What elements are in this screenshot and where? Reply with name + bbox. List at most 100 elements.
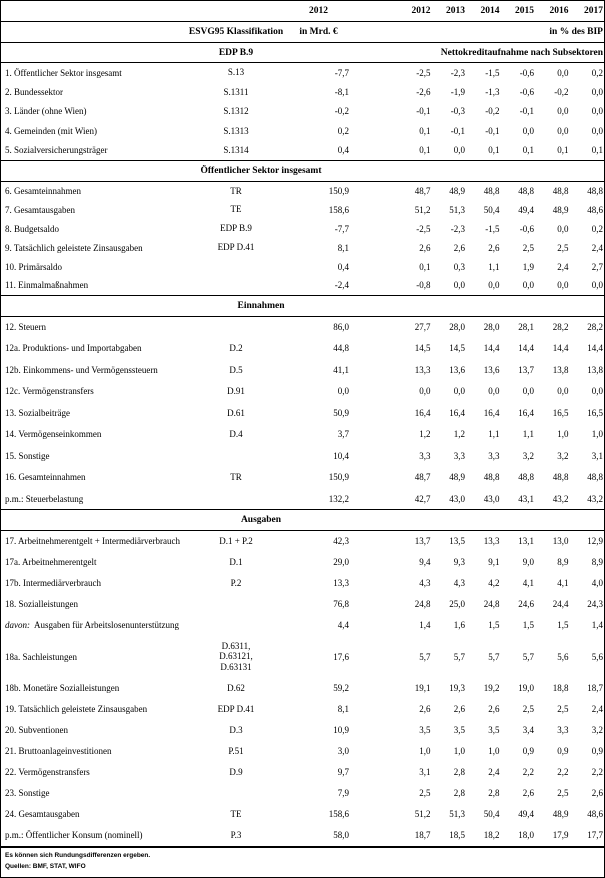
row-spacer xyxy=(351,678,399,699)
row-classification: D.62 xyxy=(227,682,245,693)
table-row: 18b. Monetäre Sozialleistungen D.62 59,2 19… xyxy=(1,678,605,699)
row-value-pct: 13,7 xyxy=(518,364,534,375)
row-value-pct: 18,7 xyxy=(587,683,603,693)
row-value-pct: 2,5 xyxy=(557,704,569,714)
row-value-pct: 24,6 xyxy=(518,599,534,609)
row-value-pct: 19,2 xyxy=(483,683,500,693)
row-value-pct: 2,5 xyxy=(522,704,534,714)
row-label: 14. Vermögenseinkommen xyxy=(5,429,102,440)
row-value-mrd: 4,4 xyxy=(337,620,349,630)
row-value-pct: 4,2 xyxy=(488,578,500,588)
row-value-pct: 18,8 xyxy=(552,683,569,693)
row-value-pct: 24,8 xyxy=(483,599,500,609)
row-value-pct: 2,5 xyxy=(522,242,534,253)
row-value-pct: -0,2 xyxy=(554,86,569,97)
row-value-mrd: 3,7 xyxy=(337,429,349,440)
row-value-pct: 0,1 xyxy=(591,145,603,155)
table-row: 3. Länder (ohne Wien) S.1312 -0,2 -0,1 -0,3 -… xyxy=(1,102,605,122)
row-value-pct: 48,8 xyxy=(518,472,534,483)
row-label: 12a. Produktions- und Importabgaben xyxy=(5,343,142,354)
row-value-pct: 4,3 xyxy=(453,578,465,588)
year-header: 2012 xyxy=(399,1,434,22)
row-value-pct: 19,3 xyxy=(449,683,465,693)
row-value-pct: 2,6 xyxy=(419,704,431,714)
row-value-pct: 48,6 xyxy=(587,809,603,819)
row-spacer xyxy=(351,338,399,360)
row-label: 15. Sonstige xyxy=(5,450,50,461)
row-value-pct: 1,1 xyxy=(488,261,500,272)
row-value-pct: 3,4 xyxy=(522,725,534,735)
row-value-pct: -0,6 xyxy=(519,67,534,78)
row-value-pct: 14,5 xyxy=(449,343,465,354)
row-label: p.m.: Öffentlicher Konsum (nominell) xyxy=(5,830,143,840)
row-value-pct: 9,0 xyxy=(522,557,534,567)
row-value-pct: 0,0 xyxy=(522,280,534,291)
row-value-pct: -0,1 xyxy=(416,106,431,117)
row-classification: S.1314 xyxy=(223,144,249,155)
row-classification: S.13 xyxy=(227,67,245,78)
row-value-pct: 0,3 xyxy=(453,261,465,272)
row-value-pct: 0,1 xyxy=(419,145,431,155)
row-value-pct: 48,9 xyxy=(552,204,569,215)
row-label: 12c. Vermögenstransfers xyxy=(5,386,94,397)
row-value-pct: 14,4 xyxy=(483,343,500,354)
row-value-pct: 1,2 xyxy=(419,429,431,440)
row-value-pct: 13,3 xyxy=(483,536,500,547)
row-classification: S.1311 xyxy=(223,86,249,97)
row-value-pct: 16,5 xyxy=(587,407,603,418)
row-value-pct: 3,5 xyxy=(453,725,465,735)
table-row: 21. Bruttoanlageinvestitionen P.51 3,0 1,0 1… xyxy=(1,741,605,762)
row-value-pct: 2,4 xyxy=(591,242,603,253)
row-value-pct: 42,7 xyxy=(414,493,431,504)
row-value-pct: 48,7 xyxy=(414,185,431,196)
row-value-pct: 14,5 xyxy=(414,343,431,354)
row-label: 13. Sozialbeiträge xyxy=(5,407,70,418)
row-value-mrd: 58,0 xyxy=(333,830,349,840)
row-spacer xyxy=(351,402,399,424)
row-label: 3. Länder (ohne Wien) xyxy=(5,106,87,117)
row-value-pct: 27,7 xyxy=(414,322,431,332)
row-value-pct: 4,3 xyxy=(419,578,431,588)
row-value-pct: 13,8 xyxy=(587,364,603,375)
table-row: 12c. Vermögenstransfers D.91 0,0 0,0 0,0 0,0 0… xyxy=(1,381,605,403)
row-value-pct: 2,5 xyxy=(419,788,431,798)
row-classification: EDP B.9 xyxy=(220,223,252,234)
row-value-pct: 48,6 xyxy=(587,204,603,215)
row-value-pct: 1,1 xyxy=(488,429,500,440)
row-value-pct: 1,0 xyxy=(557,429,569,440)
table-row: 20. Subventionen D.3 10,9 3,5 3,5 3,5 3,4 3,3 3,… xyxy=(1,720,605,741)
row-classification: EDP D.41 xyxy=(217,703,255,714)
row-classification: P.51 xyxy=(228,745,244,756)
row-label: 7. Gesamtausgaben xyxy=(5,204,75,215)
row-spacer xyxy=(351,720,399,741)
row-value-mrd: 10,4 xyxy=(333,450,349,461)
row-value-pct: 5,7 xyxy=(488,651,500,662)
row-value-mrd: 76,8 xyxy=(333,599,349,609)
row-classification: D.61 xyxy=(227,407,245,418)
table-row: 18. Sozialleistungen 76,8 24,8 25,0 24,8 24,6… xyxy=(1,594,605,615)
row-value-pct: 3,5 xyxy=(488,725,500,735)
row-spacer xyxy=(351,488,399,510)
row-value-mrd: 3,0 xyxy=(337,746,349,756)
row-value-pct: 2,2 xyxy=(557,767,569,777)
footnotes: Es können sich Rundungsdifferenzen ergeb… xyxy=(1,845,604,878)
row-value-pct: 28,1 xyxy=(518,322,534,332)
row-value-pct: 1,0 xyxy=(591,429,603,440)
row-value-pct: 0,0 xyxy=(591,280,603,291)
row-value-pct: -0,6 xyxy=(519,223,534,234)
row-value-pct: 3,3 xyxy=(453,450,465,461)
row-spacer xyxy=(351,573,399,594)
row-spacer xyxy=(351,762,399,783)
row-label: 17a. Arbeitnehmerentgelt xyxy=(5,557,97,567)
classification-column-header: ESVG95 Klassifikation xyxy=(186,21,286,43)
row-spacer xyxy=(351,636,399,678)
row-classification: D.2 xyxy=(229,343,243,353)
row-value-pct: 2,5 xyxy=(557,242,569,253)
row-spacer xyxy=(351,699,399,720)
section-title: Öffentlicher Sektor insgesamt xyxy=(1,159,605,182)
row-spacer xyxy=(351,141,399,161)
row-value-pct: 13,8 xyxy=(552,364,569,375)
row-value-pct: 28,0 xyxy=(483,322,500,332)
row-classification: P.2 xyxy=(230,577,242,588)
row-value-pct: 5,7 xyxy=(522,651,534,662)
